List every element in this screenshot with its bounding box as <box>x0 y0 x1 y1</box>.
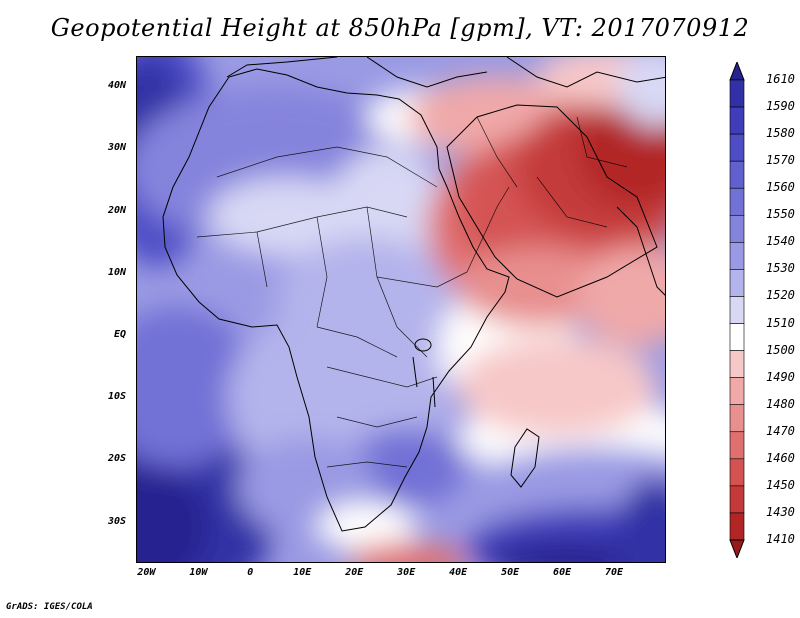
colorbar-swatch <box>729 269 745 297</box>
lat-label: 30N <box>107 142 126 154</box>
lon-label: 40E <box>449 567 468 578</box>
colorbar-swatch <box>729 79 745 108</box>
lon-label: 60E <box>553 567 572 578</box>
colorbar-label: 1490 <box>766 369 795 384</box>
colorbar-label: 1520 <box>766 288 795 303</box>
colorbar-swatch <box>729 512 745 541</box>
map-plot-area <box>136 56 666 563</box>
lat-label: 20N <box>107 204 126 216</box>
colorbar-label: 1470 <box>766 423 795 438</box>
colorbar-max-arrow <box>729 62 745 81</box>
colorbar-label: 1450 <box>766 477 795 492</box>
colorbar-label: 1430 <box>766 504 795 519</box>
colorbar-swatch <box>729 323 745 351</box>
lon-label: 10W <box>189 567 208 578</box>
colorbar-label: 1540 <box>766 234 795 249</box>
lon-label: 70E <box>605 567 624 578</box>
colorbar-swatch <box>729 350 745 378</box>
colorbar-swatch <box>729 133 745 162</box>
height-field-contours <box>137 57 665 562</box>
colorbar-swatch <box>729 485 745 514</box>
colorbar-label: 1580 <box>766 126 795 141</box>
colorbar-label: 1550 <box>766 207 795 222</box>
colorbar-min-arrow <box>729 539 745 558</box>
grads-credit: GrADS: IGES/COLA <box>6 602 93 612</box>
colorbar-swatch <box>729 160 745 189</box>
lon-label: 30E <box>397 567 416 578</box>
colorbar-swatch <box>729 431 745 460</box>
colorbar-swatch <box>729 187 745 216</box>
colorbar-label: 1480 <box>766 396 795 411</box>
colorbar-label: 1610 <box>766 72 795 86</box>
lat-label: 40N <box>107 80 126 92</box>
lon-label: 20E <box>345 567 364 578</box>
great-lakes <box>412 338 436 408</box>
colorbar-label: 1410 <box>766 532 795 546</box>
lon-label: 50E <box>501 567 520 578</box>
colorbar-swatch <box>729 377 745 406</box>
lon-label: 0 <box>247 567 254 578</box>
india-coastline <box>616 206 665 296</box>
country-borders <box>196 116 628 468</box>
geopotential-field <box>137 57 665 562</box>
colorbar-label: 1460 <box>766 450 795 465</box>
lon-label: 10E <box>293 567 312 578</box>
madagascar-coastline <box>510 428 540 488</box>
map-title: Geopotential Height at 850hPa [gpm], VT:… <box>50 14 750 42</box>
lat-label: 10S <box>107 391 126 403</box>
europe-coastline <box>226 57 665 88</box>
colorbar-label: 1590 <box>766 99 795 114</box>
colorbar-label: 1510 <box>766 315 795 330</box>
lat-label: EQ <box>113 328 126 340</box>
colorbar <box>729 62 745 558</box>
colorbar-label: 1570 <box>766 153 795 168</box>
africa-coastline <box>162 68 510 532</box>
lat-label: 30S <box>107 515 126 527</box>
colorbar-swatch <box>729 242 745 270</box>
colorbar-swatch <box>729 106 745 135</box>
colorbar-swatch <box>729 458 745 487</box>
colorbar-swatch <box>729 296 745 324</box>
lon-label: 20W <box>137 567 156 578</box>
colorbar-swatch <box>729 214 745 243</box>
colorbar-label: 1560 <box>766 180 795 195</box>
colorbar-label: 1500 <box>766 342 795 357</box>
lat-label: 10N <box>107 266 126 278</box>
lat-label: 20S <box>107 453 126 465</box>
colorbar-label: 1530 <box>766 261 795 276</box>
colorbar-swatch <box>729 404 745 433</box>
